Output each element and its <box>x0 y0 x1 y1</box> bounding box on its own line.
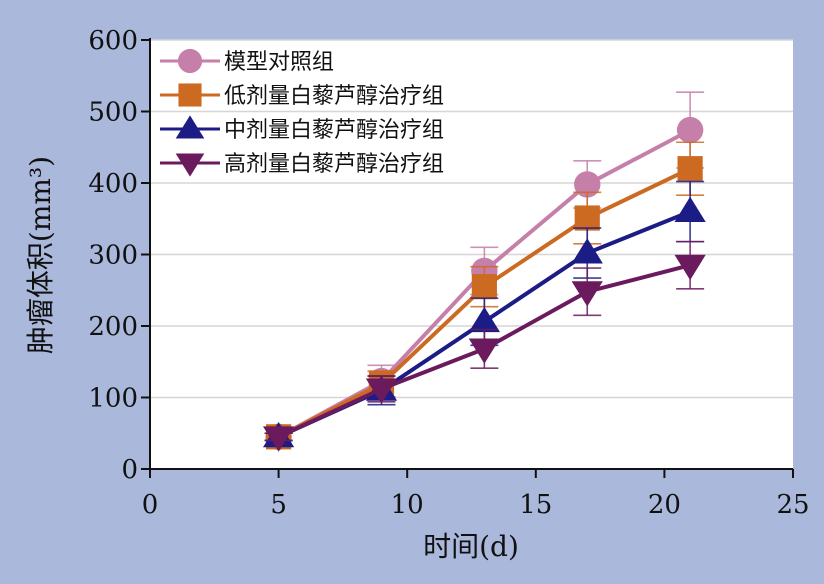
legend-item: 模型对照组 <box>160 48 334 75</box>
data-point <box>468 338 500 364</box>
y-tick-label: 500 <box>88 98 138 128</box>
legend-marker <box>175 153 205 177</box>
data-point <box>674 254 706 281</box>
data-point <box>574 205 600 231</box>
y-axis-ticks: 0 100 200 300 400 500 600 <box>88 26 150 485</box>
series-4 <box>262 240 706 452</box>
x-tick-label: 0 <box>142 490 159 520</box>
y-tick-label: 400 <box>88 169 138 199</box>
data-point <box>365 378 398 404</box>
x-tick-label: 15 <box>519 490 552 520</box>
data-point <box>677 156 703 182</box>
data-point <box>571 238 603 264</box>
legend-marker <box>177 48 203 74</box>
legend-item: 高剂量白藜芦醇治疗组 <box>160 152 444 177</box>
data-point <box>262 426 295 452</box>
legend-label: 高剂量白藜芦醇治疗组 <box>224 152 444 177</box>
y-tick-label: 300 <box>88 241 138 271</box>
legend-marker <box>175 115 205 139</box>
x-axis-ticks: 0 5 10 15 20 25 <box>142 469 810 520</box>
data-point <box>676 116 704 144</box>
x-tick-label: 10 <box>391 490 424 520</box>
y-tick-label: 600 <box>88 26 138 56</box>
legend-item: 中剂量白藜芦醇治疗组 <box>160 115 444 143</box>
data-point <box>674 196 706 223</box>
data-point <box>468 306 500 333</box>
y-tick-label: 200 <box>88 312 138 342</box>
x-tick-label: 25 <box>776 490 809 520</box>
x-tick-label: 5 <box>270 490 287 520</box>
data-point <box>574 171 601 198</box>
y-axis-title: 肿瘤体积(mm³) <box>24 156 57 354</box>
x-axis-title: 时间(d) <box>423 530 519 563</box>
data-point <box>571 281 603 307</box>
y-tick-label: 100 <box>88 384 138 414</box>
legend-label: 模型对照组 <box>224 50 334 75</box>
legend-label: 中剂量白藜芦醇治疗组 <box>224 118 444 143</box>
x-tick-label: 20 <box>648 490 681 520</box>
legend-item: 低剂量白藜芦醇治疗组 <box>160 83 444 109</box>
y-tick-label: 0 <box>121 455 138 485</box>
data-point <box>471 274 497 300</box>
legend-label: 低剂量白藜芦醇治疗组 <box>224 84 444 109</box>
legend-marker <box>178 83 202 107</box>
series-layer <box>262 91 706 452</box>
gridlines <box>150 39 793 399</box>
